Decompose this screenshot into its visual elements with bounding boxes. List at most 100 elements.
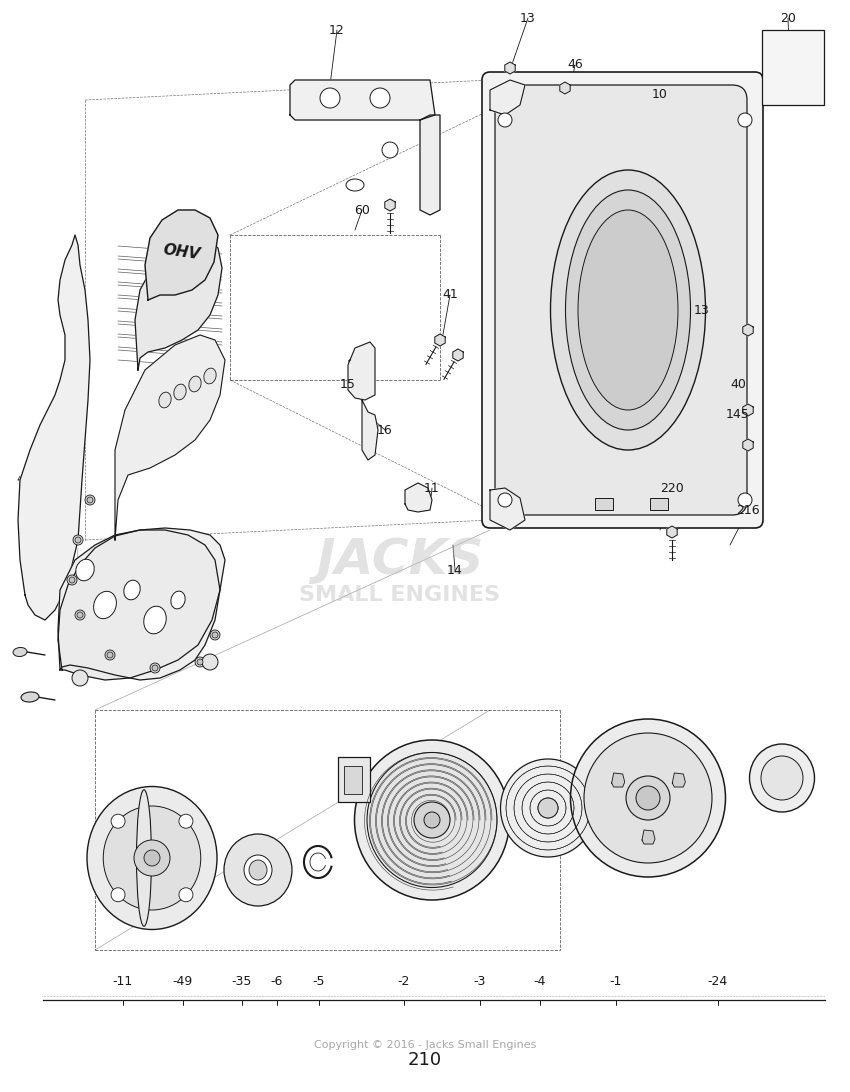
- Text: 20: 20: [780, 12, 796, 24]
- Ellipse shape: [244, 855, 272, 885]
- Text: -49: -49: [173, 975, 193, 988]
- Text: 145: 145: [726, 408, 750, 422]
- Text: JACKS: JACKS: [316, 536, 484, 584]
- Ellipse shape: [750, 744, 814, 812]
- Polygon shape: [348, 342, 375, 400]
- Text: 210: 210: [408, 1051, 442, 1069]
- Text: -11: -11: [113, 975, 133, 988]
- Polygon shape: [453, 349, 463, 361]
- Text: 46: 46: [567, 59, 583, 71]
- Polygon shape: [385, 199, 395, 211]
- Circle shape: [75, 610, 85, 620]
- Ellipse shape: [354, 740, 509, 900]
- Polygon shape: [115, 335, 225, 541]
- Text: 13: 13: [520, 12, 536, 24]
- Bar: [344, 765, 362, 794]
- Ellipse shape: [144, 606, 167, 633]
- Polygon shape: [58, 530, 220, 680]
- Ellipse shape: [501, 759, 596, 857]
- Polygon shape: [505, 62, 515, 74]
- Circle shape: [72, 670, 88, 686]
- Ellipse shape: [87, 786, 217, 929]
- Text: -1: -1: [609, 975, 622, 988]
- Polygon shape: [642, 830, 655, 844]
- Ellipse shape: [249, 860, 267, 880]
- Text: 12: 12: [329, 24, 345, 36]
- Text: 14: 14: [447, 563, 463, 577]
- Ellipse shape: [761, 756, 803, 800]
- Text: 11: 11: [424, 482, 439, 495]
- Bar: [595, 498, 613, 510]
- Circle shape: [77, 612, 83, 618]
- Circle shape: [636, 786, 660, 810]
- Polygon shape: [18, 235, 90, 620]
- Circle shape: [320, 88, 340, 108]
- Ellipse shape: [21, 692, 39, 702]
- Polygon shape: [490, 488, 525, 530]
- Polygon shape: [672, 773, 685, 787]
- Ellipse shape: [174, 384, 186, 400]
- Bar: [762, 29, 824, 105]
- Bar: [338, 757, 370, 802]
- Ellipse shape: [103, 806, 201, 910]
- Text: 41: 41: [442, 288, 458, 301]
- Polygon shape: [612, 773, 625, 787]
- Ellipse shape: [346, 179, 364, 191]
- Text: SMALL ENGINES: SMALL ENGINES: [299, 585, 501, 605]
- Ellipse shape: [224, 834, 292, 906]
- Circle shape: [498, 492, 512, 507]
- Polygon shape: [362, 400, 378, 460]
- Polygon shape: [135, 238, 222, 370]
- Ellipse shape: [189, 376, 201, 392]
- Polygon shape: [743, 324, 753, 336]
- Text: 15: 15: [340, 379, 356, 392]
- Text: 60: 60: [354, 203, 370, 216]
- Circle shape: [67, 575, 77, 585]
- Polygon shape: [58, 529, 225, 680]
- Circle shape: [152, 665, 158, 670]
- Text: -35: -35: [232, 975, 252, 988]
- Text: -24: -24: [708, 975, 728, 988]
- Polygon shape: [405, 483, 432, 512]
- Circle shape: [370, 88, 390, 108]
- Circle shape: [424, 812, 440, 828]
- Polygon shape: [743, 439, 753, 451]
- Text: 216: 216: [736, 503, 760, 517]
- Circle shape: [69, 577, 75, 583]
- Ellipse shape: [159, 392, 171, 408]
- Circle shape: [150, 663, 160, 673]
- Circle shape: [498, 112, 512, 127]
- Polygon shape: [666, 526, 677, 538]
- Circle shape: [210, 630, 220, 640]
- Ellipse shape: [13, 648, 27, 656]
- Circle shape: [212, 632, 218, 638]
- Text: 40: 40: [730, 379, 746, 392]
- Polygon shape: [743, 404, 753, 416]
- Circle shape: [107, 652, 113, 658]
- Text: -4: -4: [534, 975, 547, 988]
- Text: -5: -5: [313, 975, 326, 988]
- Circle shape: [538, 798, 558, 818]
- Circle shape: [85, 495, 95, 505]
- Text: OHV: OHV: [162, 242, 201, 262]
- Circle shape: [73, 535, 83, 545]
- Ellipse shape: [584, 733, 712, 863]
- Circle shape: [179, 815, 193, 828]
- Polygon shape: [490, 80, 525, 115]
- Polygon shape: [290, 80, 435, 120]
- Circle shape: [195, 657, 205, 667]
- Circle shape: [87, 497, 93, 503]
- Circle shape: [111, 888, 125, 902]
- Polygon shape: [435, 334, 445, 346]
- Ellipse shape: [171, 591, 185, 609]
- Circle shape: [626, 776, 670, 820]
- Circle shape: [197, 658, 203, 665]
- Ellipse shape: [578, 210, 678, 410]
- FancyBboxPatch shape: [495, 85, 747, 515]
- Ellipse shape: [367, 752, 497, 888]
- Text: 16: 16: [377, 424, 393, 437]
- Ellipse shape: [551, 170, 706, 450]
- Text: 10: 10: [652, 88, 668, 102]
- Ellipse shape: [94, 591, 116, 619]
- Circle shape: [382, 142, 398, 158]
